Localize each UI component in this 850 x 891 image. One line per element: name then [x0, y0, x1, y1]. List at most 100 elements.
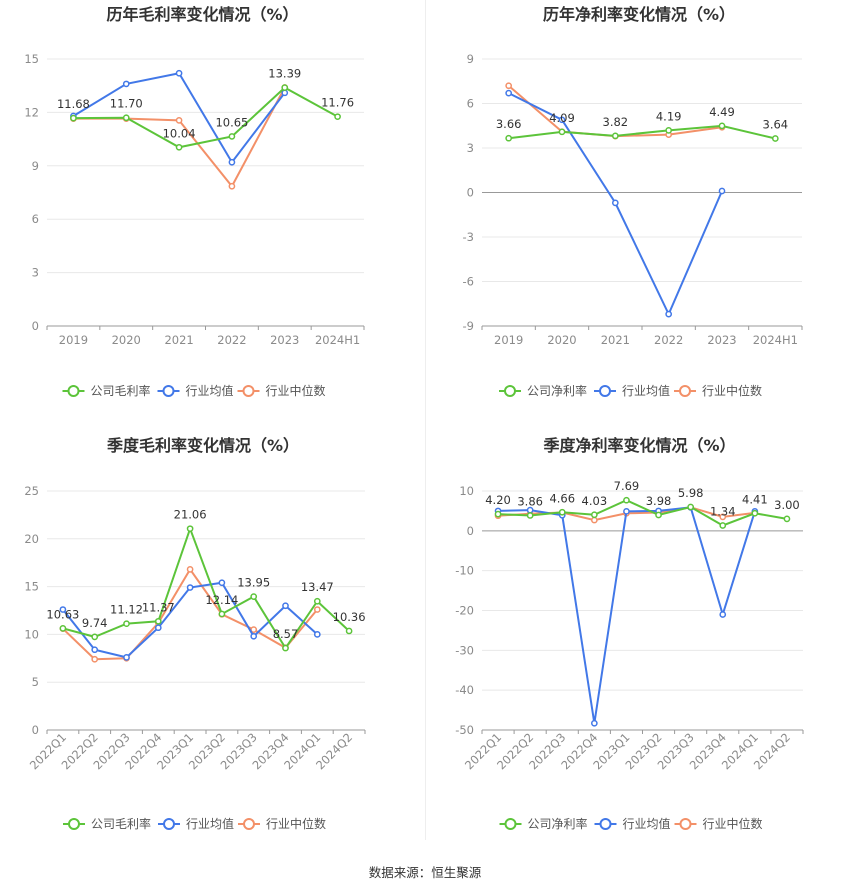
chart-root: 历年净利率变化情况（%） -9 -6 -3 0 3 6 9 2019 2020 2021 2022 20… [463, 5, 803, 398]
point-company [345, 627, 353, 635]
point-company [611, 132, 619, 140]
series-line-company [73, 86, 339, 149]
point-industry-median [186, 566, 194, 573]
legend-item-industry-median: 行业中位数 [237, 383, 326, 398]
legend-label: 行业均值 [186, 383, 234, 398]
chart-panel-quarterly-net-margin: 季度净利率变化情况（%） -50 -40 -30 -20 -10 0 10 2022Q1 2022… [425, 430, 850, 860]
data-label: 9.74 [82, 616, 108, 630]
y-tick-label: 9 [467, 52, 474, 66]
point-company [655, 511, 662, 519]
legend-item-industry-median: 行业中位数 [238, 816, 326, 831]
y-tick-label: 15 [24, 580, 39, 594]
point-industry-avg [186, 584, 194, 591]
x-tick-label: 2023 [707, 333, 736, 347]
legend-item-company: 公司净利率 [499, 816, 588, 831]
legend-label: 行业均值 [622, 383, 670, 398]
y-tick-label: 10 [24, 627, 39, 641]
series-line-company [62, 525, 350, 650]
point-company [250, 593, 258, 600]
y-tick-label: -20 [455, 604, 474, 618]
point-company [175, 143, 183, 151]
point-industry-median [505, 82, 513, 90]
y-tick-label: -6 [463, 275, 474, 289]
y-tick-label: -9 [463, 319, 474, 333]
point-industry-median [175, 117, 183, 124]
point-industry-avg [218, 579, 226, 587]
y-tick-label: 0 [467, 186, 474, 200]
legend-label: 行业均值 [186, 816, 234, 831]
legend-label: 行业均值 [623, 816, 671, 831]
point-industry-median [591, 516, 598, 524]
legend-item-company: 公司毛利率 [62, 383, 151, 398]
y-tick-label: -30 [455, 643, 474, 657]
point-industry-avg [611, 199, 619, 207]
data-label: 12.14 [205, 593, 238, 607]
data-label: 7.69 [614, 479, 640, 493]
data-label: 10.65 [215, 115, 248, 129]
x-tick-label: 2022 [217, 333, 246, 347]
legend-marker [162, 385, 175, 397]
legend-label: 公司净利率 [527, 383, 587, 398]
point-company [718, 122, 726, 130]
data-label: 3.66 [496, 117, 522, 131]
data-label: 4.49 [709, 105, 735, 119]
point-company [218, 610, 226, 618]
y-tick-label: 12 [24, 105, 39, 119]
series-line-industry-avg [498, 506, 756, 724]
legend-marker [242, 385, 255, 397]
chart-panel-quarterly-gross-margin: 季度毛利率变化情况（%） 0 5 10 15 20 25 2022Q1 2022Q2 2022Q3… [0, 430, 425, 860]
data-label: 1.34 [710, 504, 736, 518]
data-label: 3.98 [646, 494, 672, 508]
y-tick-label: 10 [459, 484, 474, 498]
legend-marker [679, 385, 691, 397]
series-line-company [508, 124, 776, 140]
annual-net-margin-chart: 历年净利率变化情况（%） -9 -6 -3 0 3 6 9 2019 2020 2021 2022 20… [463, 5, 803, 398]
point-industry-avg [313, 631, 321, 638]
data-label: 3.00 [774, 498, 800, 512]
data-label: 11.76 [321, 96, 354, 110]
x-tick-label: 2020 [547, 333, 576, 347]
panel-divider [425, 0, 426, 840]
legend-marker [504, 818, 517, 830]
data-label: 8.57 [273, 627, 299, 641]
point-company [719, 522, 727, 529]
legend-marker [504, 385, 516, 397]
data-label: 13.95 [237, 576, 270, 590]
legend-marker [679, 818, 692, 830]
y-tick-label: -40 [455, 683, 474, 697]
series-line-industry-median [62, 567, 319, 661]
legend-marker [163, 818, 175, 830]
point-industry-median [228, 182, 236, 190]
x-tick-label: 2022 [654, 333, 683, 347]
point-company [687, 503, 695, 511]
point-industry-avg [591, 719, 598, 727]
point-industry-avg [665, 310, 673, 318]
point-industry-median [91, 655, 99, 663]
data-label: 21.06 [174, 508, 207, 522]
data-label: 4.03 [582, 494, 608, 508]
legend-label: 行业中位数 [266, 383, 326, 398]
point-industry-avg [505, 89, 513, 97]
chart-title: 季度毛利率变化情况（%） [106, 436, 299, 455]
legend-label: 行业中位数 [702, 383, 762, 398]
y-tick-label: 0 [32, 319, 39, 333]
data-label: 4.20 [485, 493, 511, 507]
legend-item-industry-avg: 行业均值 [594, 383, 670, 398]
chart-panel-annual-gross-margin: 历年毛利率变化情况（%） 0 3 6 9 12 15 2019 2020 2021 2022 2023… [0, 0, 425, 430]
point-industry-avg [282, 602, 289, 610]
data-label: 11.37 [142, 600, 175, 614]
point-company [186, 525, 194, 533]
point-industry-avg [718, 187, 726, 195]
quarterly-gross-margin-chart: 季度毛利率变化情况（%）05101520252022Q12022Q22022Q3… [24, 436, 365, 831]
x-tick-label: 2023 [270, 333, 299, 347]
point-company [281, 84, 289, 92]
point-company [70, 114, 77, 122]
point-company [59, 625, 67, 632]
annual-gross-margin-chart: 历年毛利率变化情况（%） 0 3 6 9 12 15 2019 2020 2021 2022 2023… [24, 5, 365, 398]
point-company [282, 644, 289, 652]
point-company [494, 510, 502, 518]
y-tick-label: 3 [467, 141, 474, 155]
point-company [313, 597, 321, 605]
series-line-company [498, 499, 788, 527]
data-label: 5.98 [678, 486, 704, 500]
